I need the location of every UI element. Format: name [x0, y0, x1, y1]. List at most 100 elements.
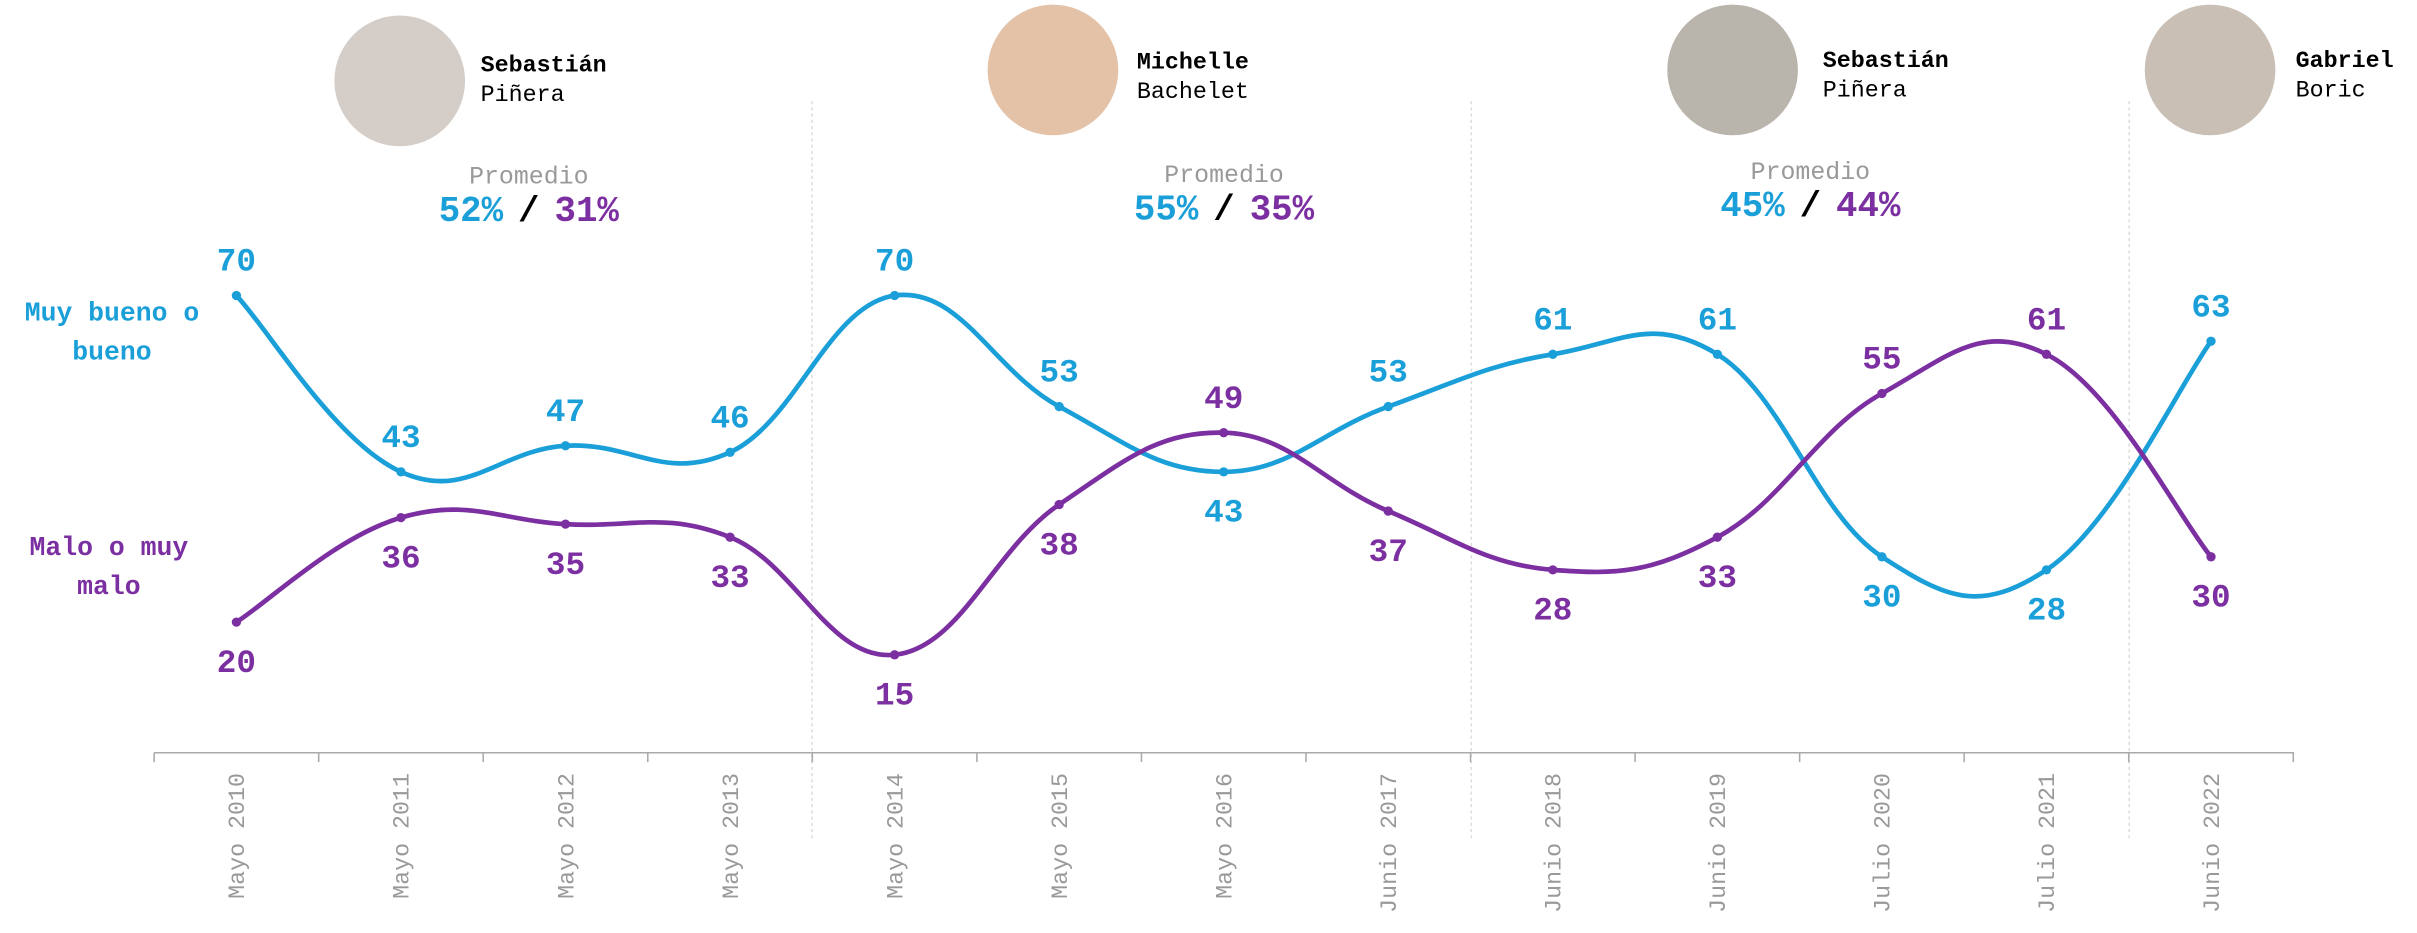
x-tick-label: Mayo 2016: [1213, 773, 1239, 899]
data-label: 46: [710, 400, 749, 437]
x-tick-label: Mayo 2011: [391, 773, 417, 899]
page: Mayo 2010 Mayo 2011 Mayo 2012 Mayo 2013 Mayo…: [0, 0, 2417, 933]
point: [561, 441, 570, 450]
data-label: 70: [875, 244, 914, 281]
point: [890, 291, 899, 300]
data-label: 55: [1862, 342, 1901, 379]
point: [2042, 350, 2051, 359]
average-bad: 35%: [1250, 190, 1314, 230]
point: [2206, 552, 2215, 561]
point: [232, 291, 241, 300]
average-label: Promedio: [1608, 159, 2012, 187]
point: [1713, 350, 1722, 359]
x-tick-label: Junio 2019: [1707, 773, 1733, 913]
legend-entry: Malo o muy malo: [8, 530, 210, 608]
series-line: [236, 295, 2211, 597]
first-name: Sebastián: [481, 51, 637, 81]
x-tick-label: Mayo 2010: [226, 773, 252, 899]
legend-entry: Muy bueno o bueno: [12, 296, 211, 374]
photo: [988, 5, 1119, 136]
last-name: Boric: [2296, 78, 2366, 104]
photo: [1667, 5, 1798, 136]
data-label: 28: [2027, 593, 2066, 630]
point: [1054, 500, 1063, 509]
data-label: 61: [2027, 302, 2066, 339]
chart-svg: Mayo 2010 Mayo 2011 Mayo 2012 Mayo 2013 Mayo…: [0, 0, 2417, 933]
point: [1384, 402, 1393, 411]
point: [1054, 402, 1063, 411]
average-bad: 44%: [1836, 187, 1900, 227]
x-tick-label: Mayo 2014: [884, 773, 910, 899]
separator: /: [1213, 190, 1234, 230]
data-label: 28: [1533, 593, 1572, 630]
x-tick-label: Junio 2018: [1543, 773, 1569, 913]
point: [1877, 552, 1886, 561]
point: [725, 533, 734, 542]
data-label: 36: [381, 540, 420, 577]
point: [232, 617, 241, 626]
data-label: 70: [217, 244, 256, 281]
x-tick-label: Julio 2020: [1872, 773, 1898, 913]
separator: /: [1800, 187, 1821, 227]
data-label: 49: [1204, 381, 1243, 418]
photo: [2145, 5, 2276, 136]
point: [1713, 533, 1722, 542]
x-tick-label: Mayo 2012: [555, 773, 581, 899]
point: [1219, 428, 1228, 437]
x-tick-label: Julio 2021: [2036, 773, 2062, 913]
point: [1877, 389, 1886, 398]
separator: /: [518, 191, 539, 231]
data-label: 53: [1369, 355, 1408, 392]
x-tick-label: Junio 2017: [1378, 773, 1404, 913]
point: [1219, 467, 1228, 476]
average-label: Promedio: [1022, 162, 1426, 190]
x-tick-label: Mayo 2015: [1049, 773, 1075, 899]
point: [1384, 506, 1393, 515]
first-name: Michelle: [1137, 48, 1255, 78]
last-name: Piñera: [1823, 78, 1907, 104]
photo: [334, 16, 465, 147]
data-label: 33: [1698, 560, 1737, 597]
point: [1548, 565, 1557, 574]
data-label: 53: [1040, 355, 1079, 392]
data-label: 47: [546, 394, 585, 431]
data-label: 43: [1204, 495, 1243, 532]
data-label: 61: [1533, 302, 1572, 339]
point: [2042, 565, 2051, 574]
point: [2206, 337, 2215, 346]
data-label: 61: [1698, 302, 1737, 339]
average-label: Promedio: [327, 163, 731, 191]
point: [396, 513, 405, 522]
data-label: 63: [2191, 289, 2230, 326]
point: [725, 448, 734, 457]
point: [1548, 350, 1557, 359]
data-label: 20: [217, 645, 256, 682]
data-label: 38: [1040, 527, 1079, 564]
data-label: 30: [2191, 580, 2230, 617]
last-name: Piñera: [481, 82, 565, 108]
average-good: 55%: [1134, 190, 1198, 230]
data-label: 33: [710, 560, 749, 597]
last-name: Bachelet: [1137, 79, 1249, 105]
data-label: 37: [1369, 534, 1408, 571]
first-name: Sebastián: [1823, 47, 1979, 77]
point: [396, 467, 405, 476]
first-name: Gabriel: [2296, 47, 2417, 77]
average-good: 52%: [439, 191, 503, 231]
chart: Mayo 2010 Mayo 2011 Mayo 2012 Mayo 2013 Mayo…: [0, 0, 2417, 933]
data-label: 30: [1862, 580, 1901, 617]
data-label: 43: [381, 420, 420, 457]
average-good: 45%: [1720, 187, 1784, 227]
point: [890, 650, 899, 659]
data-label: 15: [875, 678, 914, 715]
x-tick-label: Mayo 2013: [720, 773, 746, 899]
data-label: 35: [546, 547, 585, 584]
point: [561, 519, 570, 528]
